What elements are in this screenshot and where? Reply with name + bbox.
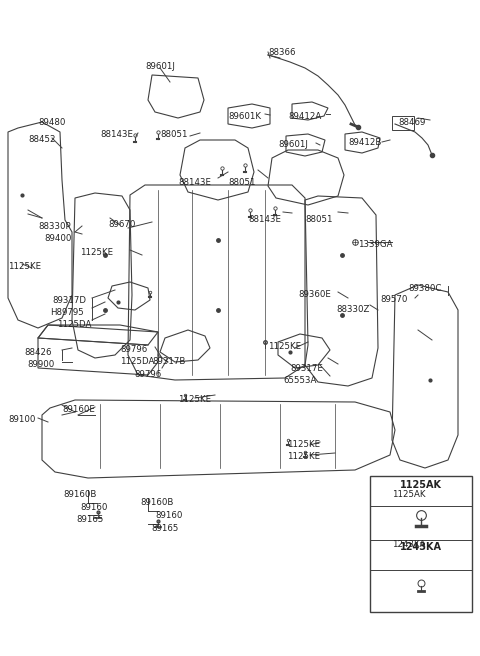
Text: 89796: 89796 [120, 345, 147, 354]
Text: 89670: 89670 [108, 220, 135, 229]
Text: 89160B: 89160B [63, 490, 96, 499]
Text: 65553A: 65553A [283, 376, 316, 385]
Text: 88330P: 88330P [38, 222, 71, 231]
Bar [392, 116, 414, 130]
Text: 88366: 88366 [268, 48, 296, 57]
Text: 89601J: 89601J [278, 140, 308, 149]
Text: 89601K: 89601K [228, 112, 261, 121]
Text: 89400: 89400 [44, 234, 72, 243]
Text: 1339GA: 1339GA [358, 240, 393, 249]
Text: 89412B: 89412B [348, 138, 382, 147]
Text: 1243KA: 1243KA [400, 542, 442, 552]
Text: 88143E: 88143E [178, 178, 211, 187]
Text: 89160: 89160 [80, 503, 108, 512]
Text: 1125KE: 1125KE [287, 440, 320, 449]
Text: 88051: 88051 [160, 130, 188, 139]
Text: 89165: 89165 [76, 515, 103, 524]
Text: 1125KE: 1125KE [80, 248, 113, 257]
Text: 89165: 89165 [151, 524, 179, 533]
Text: 89380C: 89380C [408, 284, 442, 293]
Text: 88143E: 88143E [248, 215, 281, 224]
Text: H89795: H89795 [50, 308, 84, 317]
Text: 89317E: 89317E [290, 364, 323, 373]
Text: 88452: 88452 [28, 135, 56, 144]
Text: 89796: 89796 [134, 370, 161, 379]
Text: 89360E: 89360E [298, 290, 331, 299]
Text: 89160E: 89160E [62, 405, 95, 414]
Text: 1125KE: 1125KE [287, 452, 320, 461]
Text: 89160B: 89160B [140, 498, 173, 507]
Text: 88051: 88051 [228, 178, 255, 187]
Text: 88051: 88051 [305, 215, 333, 224]
Text: 89317B: 89317B [152, 357, 185, 366]
Text: 1243KA: 1243KA [392, 540, 425, 549]
Text: 1125DA: 1125DA [57, 320, 91, 329]
Text: 88143E: 88143E [100, 130, 133, 139]
Text: 88469: 88469 [398, 118, 425, 127]
Text: 1125AK: 1125AK [392, 490, 425, 499]
Text: 89601J: 89601J [145, 62, 175, 71]
Text: 89317D: 89317D [52, 296, 86, 305]
Text: 88330Z: 88330Z [336, 305, 370, 314]
Text: 89412A: 89412A [288, 112, 321, 121]
Text: 88426: 88426 [24, 348, 51, 357]
Text: 1125KE: 1125KE [8, 262, 41, 271]
Text: 1125KE: 1125KE [178, 395, 211, 404]
Bar [370, 476, 472, 612]
Text: 1125KE: 1125KE [268, 342, 301, 351]
Text: 89100: 89100 [8, 415, 36, 424]
Text: 89480: 89480 [38, 118, 65, 127]
Text: 1125DA: 1125DA [120, 357, 155, 366]
Text: 1125AK: 1125AK [400, 480, 442, 490]
Text: 89900: 89900 [27, 360, 54, 369]
Text: 89160: 89160 [155, 511, 182, 520]
Text: 89570: 89570 [380, 295, 408, 304]
